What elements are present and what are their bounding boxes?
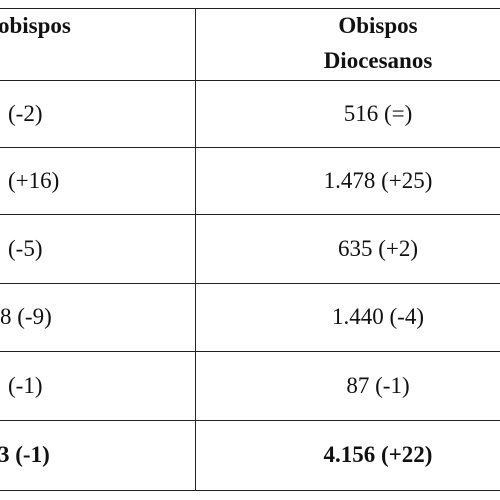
table-cell: 1.478 (+25) [323,167,433,193]
table-cell: 87 (-1) [346,372,410,398]
table-cell: 635 (+2) [337,235,419,261]
row-border [0,80,500,81]
table-cell: 3 (-1) [0,442,50,467]
table-cell: (-1) [8,372,43,398]
row-border [0,490,500,491]
row-border [0,351,500,352]
table-cell: (+16) [8,167,60,193]
table-cell: 1.440 (-4) [332,304,424,329]
header-text: Obispos Diocesanos [323,13,433,73]
table-cell: 4.156 (+22) [323,442,433,467]
table-cell: (-5) [8,235,43,261]
table-cell: 516 (=) [343,100,413,126]
row-border [0,420,500,421]
header-cell: obispos [0,13,71,38]
header-cell: Obispos Diocesanos [196,8,500,78]
column-divider [195,8,196,490]
table-cell: 8 (-9) [0,304,52,329]
row-border [0,147,500,148]
row-border [0,214,500,215]
row-border [0,8,500,9]
table-cell: (-2) [8,100,43,126]
row-border [0,283,500,284]
